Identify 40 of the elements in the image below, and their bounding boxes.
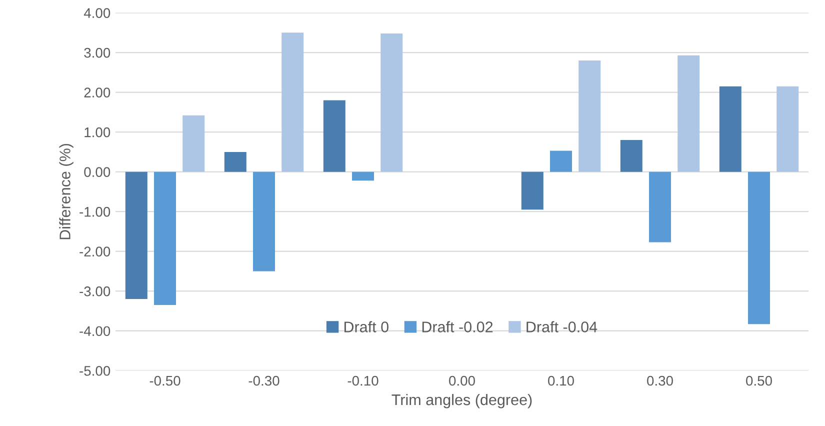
bar xyxy=(620,140,642,172)
x-tick-label: -0.30 xyxy=(248,376,280,386)
x-tick-label: 0.50 xyxy=(746,376,772,386)
y-axis-title: Difference (%) xyxy=(59,144,74,240)
y-tick-label: -2.00 xyxy=(80,246,110,257)
x-tick-label: -0.50 xyxy=(150,376,180,386)
bar xyxy=(719,86,742,172)
x-tick-label: 0.10 xyxy=(548,376,574,386)
bar xyxy=(154,172,176,306)
bar xyxy=(678,55,700,172)
x-tick-label: 0.00 xyxy=(449,376,475,386)
y-tick-label: 1.00 xyxy=(84,127,110,138)
bar xyxy=(550,150,572,172)
y-tick-label: -1.00 xyxy=(80,206,110,217)
bar xyxy=(352,172,374,181)
y-tick-label: 2.00 xyxy=(84,88,110,98)
legend-label: Draft 0 xyxy=(344,321,388,332)
legend-label: Draft -0.02 xyxy=(422,321,493,332)
y-tick-label: -4.00 xyxy=(80,326,110,336)
bar xyxy=(323,100,346,172)
y-tick-label: -3.00 xyxy=(80,286,110,296)
bar xyxy=(578,60,601,172)
bar xyxy=(748,172,770,324)
legend-label: Draft -0.04 xyxy=(526,321,598,332)
bar xyxy=(380,33,403,172)
bar xyxy=(649,172,671,242)
x-tick-label: 0.30 xyxy=(647,376,673,386)
bar xyxy=(125,172,148,300)
bar xyxy=(521,172,544,210)
x-tick-label: -0.10 xyxy=(348,376,378,386)
bar xyxy=(182,115,205,172)
y-tick-label: 0.00 xyxy=(84,167,110,177)
bar xyxy=(776,86,799,172)
bar xyxy=(253,172,275,272)
bar xyxy=(282,32,304,172)
bar xyxy=(224,152,246,172)
y-tick-label: -5.00 xyxy=(80,366,110,376)
y-tick-label: 3.00 xyxy=(84,48,110,58)
x-axis-title: Trim angles (degree) xyxy=(392,394,532,408)
y-tick-label: 4.00 xyxy=(84,8,110,18)
